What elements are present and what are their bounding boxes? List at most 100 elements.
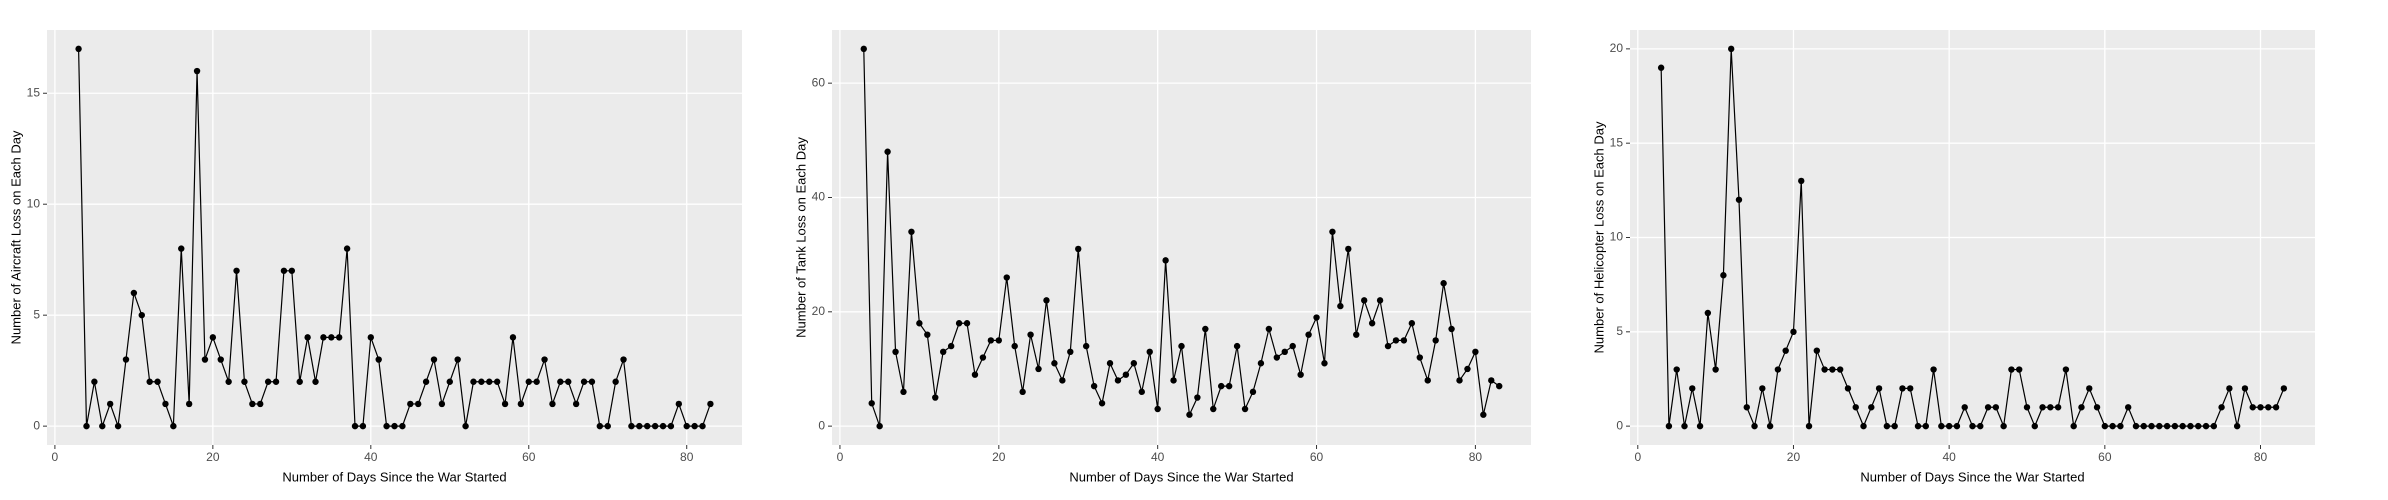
x-tick-label: 40 <box>364 450 378 464</box>
data-point <box>1488 377 1495 384</box>
data-point <box>995 337 1003 344</box>
data-point <box>636 422 643 430</box>
data-point <box>565 378 572 385</box>
data-point <box>1225 382 1233 390</box>
data-point <box>1907 385 1914 392</box>
data-point <box>1027 331 1034 338</box>
x-tick-label: 20 <box>206 450 220 464</box>
data-point <box>979 354 987 361</box>
data-point <box>1930 366 1937 373</box>
data-point <box>1798 177 1805 185</box>
data-point <box>446 378 453 385</box>
data-point <box>2210 422 2218 430</box>
data-point <box>1051 360 1058 367</box>
data-point <box>1194 394 1201 401</box>
data-point <box>130 289 138 297</box>
y-tick-label: 0 <box>1616 418 1623 432</box>
data-point <box>588 378 596 385</box>
data-point <box>1090 382 1098 390</box>
data-point <box>1868 404 1875 411</box>
data-point <box>225 378 232 385</box>
data-point <box>2226 385 2233 392</box>
data-point <box>2202 422 2210 430</box>
data-point <box>2109 422 2116 430</box>
data-point <box>1790 328 1797 336</box>
data-point <box>1448 325 1455 333</box>
data-point <box>367 334 375 341</box>
data-point <box>233 267 240 274</box>
data-point <box>1345 245 1352 253</box>
data-point <box>2179 422 2186 430</box>
data-point <box>1289 342 1296 350</box>
data-point <box>343 245 351 252</box>
data-point <box>2101 422 2109 430</box>
data-point <box>422 378 430 385</box>
data-point <box>438 400 446 408</box>
data-point <box>1408 320 1416 327</box>
data-point <box>1681 422 1688 430</box>
data-point <box>1233 342 1241 350</box>
y-tick-label: 0 <box>33 418 40 432</box>
data-point <box>1440 280 1447 287</box>
data-point <box>2241 385 2249 392</box>
data-point <box>351 422 359 430</box>
plot-background <box>47 30 742 445</box>
x-tick-label: 20 <box>992 450 1006 464</box>
data-point <box>1496 382 1503 390</box>
y-tick-label: 5 <box>1616 324 1623 338</box>
data-point <box>2047 404 2054 411</box>
data-point <box>707 400 714 408</box>
data-point <box>75 45 82 53</box>
data-point <box>2016 366 2023 373</box>
data-point <box>1961 404 1968 411</box>
data-point <box>2163 422 2171 430</box>
data-point <box>628 422 635 430</box>
x-tick-label: 0 <box>1634 450 1641 464</box>
data-point <box>2124 404 2132 411</box>
data-point <box>1384 342 1392 350</box>
data-point <box>908 228 915 235</box>
data-point <box>1875 385 1883 392</box>
data-point <box>1281 348 1288 356</box>
data-point <box>2249 404 2256 411</box>
data-point <box>517 400 525 408</box>
data-point <box>2008 366 2015 373</box>
data-point <box>1899 385 1906 392</box>
data-point <box>2093 404 2101 411</box>
data-point <box>955 320 963 327</box>
data-point <box>691 422 698 430</box>
x-axis-title: Number of Days Since the War Started <box>1069 469 1293 484</box>
data-point <box>1154 405 1161 413</box>
data-point <box>462 422 469 430</box>
data-point <box>154 378 161 385</box>
data-point <box>604 422 611 430</box>
data-point <box>1456 377 1463 384</box>
data-point <box>860 45 867 53</box>
data-point <box>1249 388 1257 396</box>
data-point <box>1059 377 1066 384</box>
x-tick-label: 80 <box>1469 450 1483 464</box>
data-point <box>1480 411 1487 418</box>
data-point <box>1202 325 1209 333</box>
data-point <box>1098 400 1106 407</box>
data-point <box>2218 404 2225 411</box>
data-point <box>699 422 706 430</box>
data-point <box>549 400 556 408</box>
y-axis-title: Number of Aircraft Loss on Each Day <box>8 130 23 344</box>
data-point <box>1844 385 1852 392</box>
data-point <box>509 334 517 341</box>
data-point <box>375 356 382 363</box>
data-point <box>1464 365 1471 373</box>
data-point <box>1883 422 1891 430</box>
data-point <box>940 348 947 356</box>
data-point <box>932 394 939 401</box>
chart-panel: 0 20 40 60 0 20 40 60 80 Number of Days Since the… <box>793 30 1531 484</box>
data-point <box>1178 342 1185 350</box>
data-point <box>1759 385 1766 392</box>
data-point <box>1329 228 1336 235</box>
data-point <box>1829 366 1836 373</box>
data-point <box>971 371 979 378</box>
data-point <box>1210 405 1217 413</box>
data-point <box>1019 388 1026 396</box>
